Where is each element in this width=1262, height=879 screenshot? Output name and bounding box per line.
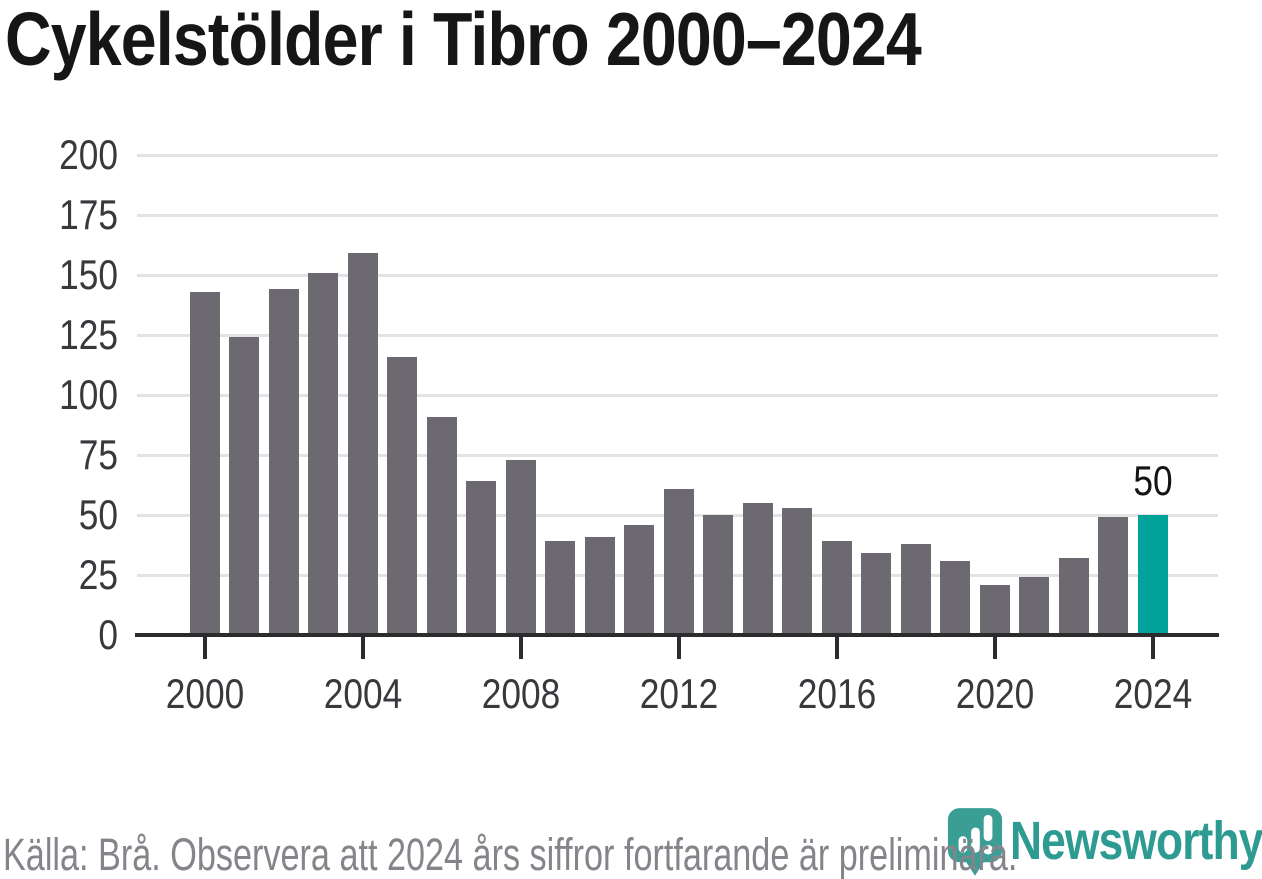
source-note: Källa: Brå. Observera att 2024 års siffr… (3, 829, 1018, 879)
y-tick-label-25: 25 (78, 551, 118, 598)
bar-2008 (505, 459, 536, 635)
bar-2000 (190, 291, 220, 635)
bar-2016 (821, 541, 852, 635)
bar-2001 (229, 337, 260, 635)
x-tick-label-2008: 2008 (481, 670, 561, 717)
x-tick-mark-2016 (834, 637, 839, 659)
x-tick-mark-2000 (203, 637, 207, 659)
gridline-75 (137, 453, 1218, 457)
bar-2006 (426, 416, 457, 635)
bar-2004 (347, 253, 378, 635)
x-tick-label-2000: 2000 (165, 670, 245, 717)
x-tick-mark-2012 (676, 637, 681, 659)
x-tick-mark-2004 (360, 637, 365, 659)
x-tick-label-2012: 2012 (639, 670, 718, 717)
bar-2024 (1137, 515, 1168, 635)
y-tick-label-0: 0 (98, 611, 118, 658)
gridline-125 (137, 333, 1218, 337)
bar-2015 (782, 507, 813, 635)
bar-2012 (663, 488, 694, 635)
gridline-175 (137, 213, 1218, 217)
newsworthy-pin-barchart-icon (947, 808, 1003, 876)
x-tick-label-2004: 2004 (323, 670, 403, 717)
bar-2022 (1058, 558, 1089, 635)
y-tick-label-150: 150 (59, 251, 118, 298)
bar-2014 (742, 503, 773, 635)
bar-2020 (979, 584, 1010, 635)
y-tick-label-175: 175 (59, 191, 118, 238)
bar-2021 (1019, 577, 1050, 635)
x-tick-mark-2020 (992, 637, 997, 659)
bar-2007 (466, 481, 497, 635)
gridline-100 (137, 393, 1218, 397)
x-tick-label-2016: 2016 (797, 670, 876, 717)
y-tick-label-125: 125 (59, 311, 118, 358)
bar-2005 (387, 356, 418, 635)
bar-2013 (703, 515, 734, 635)
bar-2010 (584, 536, 615, 635)
bar-2011 (624, 524, 655, 635)
y-tick-label-75: 75 (78, 431, 118, 478)
bar-2018 (900, 543, 931, 635)
bar-2019 (940, 560, 971, 635)
gridline-150 (137, 273, 1218, 277)
x-tick-mark-2008 (518, 637, 523, 659)
bar-2003 (308, 272, 339, 635)
bar-value-label: 50 (1132, 457, 1173, 504)
chart-title: Cykelstölder i Tibro 2000–2024 (5, 0, 922, 81)
y-tick-label-200: 200 (59, 131, 118, 178)
x-axis-line (135, 633, 1219, 637)
newsworthy-wordmark: Newsworthy (1010, 811, 1262, 871)
y-tick-label-50: 50 (78, 491, 118, 538)
x-tick-label-2020: 2020 (955, 670, 1034, 717)
bar-2009 (545, 541, 576, 635)
bar-2023 (1098, 517, 1129, 635)
x-tick-mark-2024 (1150, 637, 1155, 659)
gridline-200 (137, 153, 1218, 157)
bar-2002 (268, 289, 299, 635)
x-tick-label-2024: 2024 (1113, 670, 1192, 717)
bar-2017 (861, 553, 892, 635)
newsworthy-branding: Newsworthy (946, 806, 1262, 876)
y-tick-label-100: 100 (59, 371, 118, 418)
